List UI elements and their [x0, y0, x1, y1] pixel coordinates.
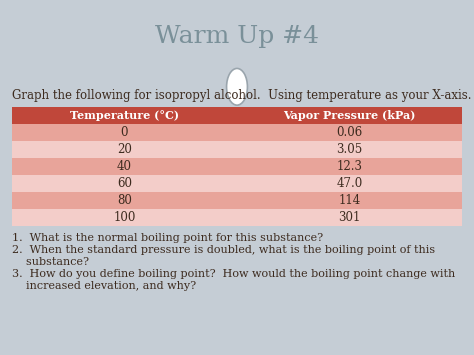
- Text: Vapor Pressure (kPa): Vapor Pressure (kPa): [283, 110, 416, 121]
- Bar: [12, 124, 237, 141]
- Text: 47.0: 47.0: [337, 176, 363, 190]
- Text: 2.  When the standard pressure is doubled, what is the boiling point of this: 2. When the standard pressure is doubled…: [12, 245, 435, 255]
- Text: 3.  How do you define boiling point?  How would the boiling point change with: 3. How do you define boiling point? How …: [12, 269, 455, 279]
- Bar: [237, 175, 462, 192]
- Text: 3.05: 3.05: [337, 143, 363, 155]
- Text: Graph the following for isopropyl alcohol.  Using temperature as your X-axis.: Graph the following for isopropyl alcoho…: [12, 89, 472, 102]
- Text: 60: 60: [117, 176, 132, 190]
- Text: Temperature (°C): Temperature (°C): [70, 110, 179, 121]
- Text: 0: 0: [121, 126, 128, 138]
- Text: 0.06: 0.06: [337, 126, 363, 138]
- Text: 114: 114: [338, 193, 361, 207]
- Bar: [12, 209, 237, 225]
- Text: 40: 40: [117, 160, 132, 173]
- Text: 100: 100: [113, 211, 136, 224]
- Text: substance?: substance?: [12, 257, 89, 267]
- Bar: [12, 141, 237, 158]
- Text: increased elevation, and why?: increased elevation, and why?: [12, 280, 196, 291]
- Bar: [12, 158, 237, 175]
- Text: 301: 301: [338, 211, 361, 224]
- Text: 20: 20: [117, 143, 132, 155]
- Text: Warm Up #4: Warm Up #4: [155, 25, 319, 48]
- Bar: [237, 124, 462, 141]
- Bar: [237, 158, 462, 175]
- Text: 12.3: 12.3: [337, 160, 363, 173]
- Bar: [237, 192, 462, 209]
- Text: 80: 80: [117, 193, 132, 207]
- Bar: [12, 175, 237, 192]
- Ellipse shape: [227, 69, 247, 105]
- Bar: [12, 192, 237, 209]
- Bar: [12, 106, 462, 124]
- Text: 1.  What is the normal boiling point for this substance?: 1. What is the normal boiling point for …: [12, 233, 323, 242]
- Bar: [237, 141, 462, 158]
- Bar: [237, 209, 462, 225]
